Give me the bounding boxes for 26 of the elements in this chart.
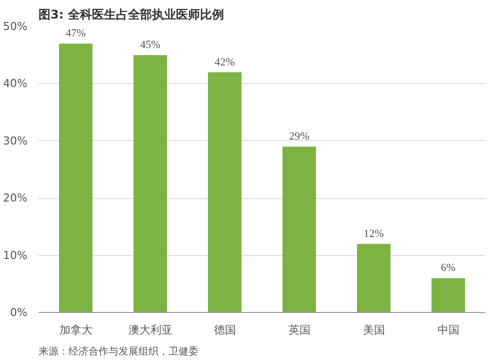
bar: [282, 146, 316, 312]
data-label: 47%: [66, 28, 86, 40]
chart-title: 图3: 全科医生占全部执业医师比例: [38, 8, 224, 22]
bar: [356, 244, 391, 312]
data-label: 45%: [140, 39, 160, 52]
data-label: 29%: [289, 130, 310, 143]
source-note: 来源：经济合作与发展组织，卫健委: [38, 346, 198, 358]
x-tick-label: 美国: [362, 324, 385, 336]
y-tick-label: 0%: [10, 306, 28, 319]
y-tick-label: 40%: [3, 77, 28, 90]
bar: [133, 55, 168, 312]
bar: [431, 278, 466, 312]
x-tick-label: 澳大利亚: [128, 324, 172, 336]
data-label: 42%: [214, 56, 235, 68]
y-tick-label: 30%: [3, 134, 28, 148]
data-label: 6%: [440, 262, 456, 274]
data-label: 12%: [364, 228, 384, 240]
y-tick-label: 10%: [3, 248, 28, 262]
bar: [208, 72, 242, 312]
x-tick-label: 加拿大: [59, 324, 92, 336]
x-tick-label: 中国: [437, 324, 460, 336]
y-tick-label: 20%: [3, 192, 28, 205]
x-tick-label: 德国: [214, 324, 236, 336]
bar: [58, 44, 93, 312]
y-tick-label: 50%: [3, 20, 28, 33]
x-tick-label: 英国: [288, 324, 310, 336]
